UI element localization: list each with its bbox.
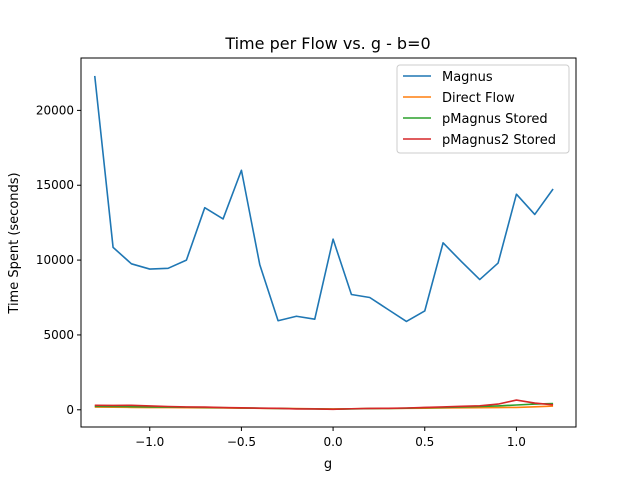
plot-frame <box>80 57 577 428</box>
series-line-0 <box>93 75 554 323</box>
legend-label-2: pMagnus Stored <box>442 112 548 127</box>
y-tick-label: 5000 <box>43 328 74 342</box>
legend-label-3: pMagnus2 Stored <box>442 133 556 148</box>
x-tick-label: −0.5 <box>227 435 256 449</box>
chart-title: Time per Flow vs. g - b=0 <box>224 34 430 53</box>
legend-box <box>396 64 570 154</box>
legend: Magnus Direct Flow pMagnus Stored pMagnus2 … <box>396 64 570 154</box>
legend-label-0: Magnus <box>442 70 493 85</box>
x-tick-label: 0.0 <box>324 435 343 449</box>
x-tick-label: −1.0 <box>135 435 164 449</box>
series-line-3 <box>94 399 554 411</box>
x-tick-label: 0.5 <box>415 435 434 449</box>
y-axis-label: Time Spent (seconds) <box>7 172 22 314</box>
y-axis-ticks: 0 5000 10000 15000 20000 <box>36 103 81 417</box>
x-axis-label: g <box>324 457 332 472</box>
y-tick-label: 15000 <box>36 178 74 192</box>
y-tick-label: 20000 <box>36 103 74 117</box>
y-tick-label: 10000 <box>36 253 74 267</box>
plot-lines <box>93 75 554 411</box>
x-axis-ticks: −1.0 −0.5 0.0 0.5 1.0 <box>135 427 526 449</box>
x-tick-label: 1.0 <box>507 435 526 449</box>
y-tick-label: 0 <box>66 403 74 417</box>
legend-label-1: Direct Flow <box>442 91 515 106</box>
